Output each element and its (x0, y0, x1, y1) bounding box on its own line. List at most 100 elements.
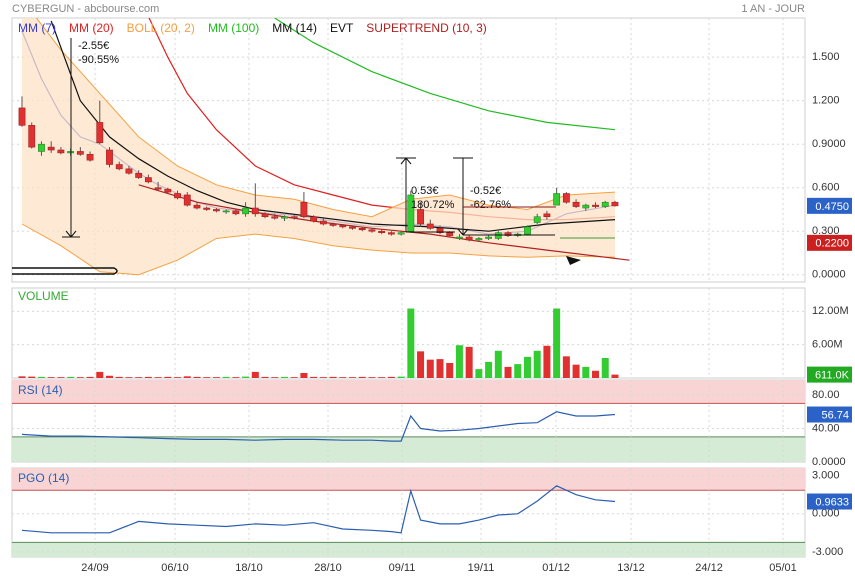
candle-body (251, 207, 259, 215)
volume-bar (222, 376, 230, 378)
volume-bar (57, 377, 65, 378)
volume-bar (319, 377, 327, 378)
measure-line (400, 157, 407, 165)
last-value-badge (807, 406, 852, 423)
overbought-zone (12, 468, 805, 491)
last-value-label: 56.74 (821, 409, 849, 421)
volume-bar (329, 376, 337, 378)
volume-bar (562, 356, 570, 378)
candle-body (271, 216, 279, 219)
volume-bar (96, 371, 104, 378)
y-tick-label: 80.00 (812, 389, 840, 401)
candle-body (222, 210, 230, 213)
candle-body (203, 207, 211, 210)
measure-line (405, 157, 412, 165)
candle-body (47, 146, 55, 151)
candle-body (378, 230, 386, 233)
measure-line (457, 228, 464, 236)
volume-bar (504, 366, 512, 378)
volume-bar (465, 346, 473, 378)
volume-bar (349, 377, 357, 378)
annotation-percent: -62.76% (470, 199, 511, 211)
x-tick-label: 09/11 (389, 562, 416, 574)
indicator-line (50, 20, 616, 232)
volume-bar (300, 373, 308, 378)
volume-bar (18, 376, 26, 378)
last-value-label: 0.4750 (815, 201, 849, 213)
volume-bar (485, 361, 493, 378)
y-tick-label: 0.300 (812, 225, 840, 237)
legend-entry: RSI (14) (18, 383, 63, 397)
volume-bar (67, 376, 75, 378)
y-tick-label: 1.200 (812, 95, 840, 107)
indicator-line (274, 18, 616, 131)
candle-body (57, 149, 65, 154)
candle-body (125, 168, 133, 174)
volume-bar (533, 350, 541, 378)
candle-body (28, 125, 36, 148)
candle-body (193, 204, 201, 209)
volume-bar (582, 366, 590, 378)
candle-body (417, 209, 424, 225)
candle-body (242, 207, 249, 215)
volume-bar (86, 376, 94, 378)
volume-bar (37, 376, 45, 378)
volume-bar (572, 364, 580, 378)
volume-bar (611, 374, 619, 378)
y-tick-label: 6.00M (812, 339, 843, 351)
candle-body (358, 228, 366, 231)
volume-bar (271, 377, 279, 378)
y-tick-label: 12.00M (812, 305, 849, 317)
candle-body (38, 143, 45, 152)
volume-bar (358, 376, 366, 378)
candle-body (183, 194, 191, 206)
candle-body (310, 216, 318, 222)
volume-bar (514, 364, 522, 378)
candle-body (290, 216, 298, 219)
measure-line (65, 230, 72, 238)
candle-body (436, 228, 444, 233)
candle-body (426, 223, 434, 229)
volume-bar (261, 376, 269, 378)
volume-bar (368, 377, 376, 378)
x-tick-label: 13/12 (617, 562, 645, 574)
candle-body (543, 213, 551, 218)
candle-body (465, 236, 473, 241)
volume-bar (193, 376, 201, 378)
last-value-label: 611.0K (815, 370, 850, 382)
candle-body (446, 232, 454, 236)
measure-line (70, 230, 77, 238)
indicator-line (21, 485, 616, 534)
volume-bar (280, 376, 288, 378)
volume-bar (290, 377, 298, 378)
legend-entry: PGO (14) (18, 471, 69, 485)
last-value-badge (807, 493, 852, 510)
last-value-badge (807, 197, 852, 214)
candle-body (261, 213, 269, 218)
trend-arrow (566, 256, 581, 265)
volume-bar (242, 376, 250, 378)
candle-body (96, 122, 104, 144)
volume-bar (125, 377, 133, 378)
measure-line (462, 228, 469, 236)
legend-entry: MM (14) (272, 21, 317, 35)
volume-bar (47, 377, 55, 378)
plot-area (12, 380, 805, 462)
volume-bar (105, 375, 113, 378)
volume-bar (310, 376, 318, 378)
candle-body (213, 209, 220, 212)
candle-body (601, 201, 609, 207)
volume-bar (436, 359, 444, 378)
legend-entry: EVT (330, 21, 354, 35)
volume-bar (76, 377, 84, 378)
volume-bar (475, 369, 483, 378)
volume-bar (543, 345, 551, 378)
volume-bar (251, 371, 259, 378)
candle-body (553, 193, 561, 206)
legend-entry: MM (20) (69, 21, 114, 35)
volume-bar (397, 376, 405, 378)
panel-title: VOLUME (18, 289, 69, 303)
candle-body (135, 172, 143, 178)
volume-bar (407, 308, 415, 378)
volume-bar (553, 308, 561, 378)
